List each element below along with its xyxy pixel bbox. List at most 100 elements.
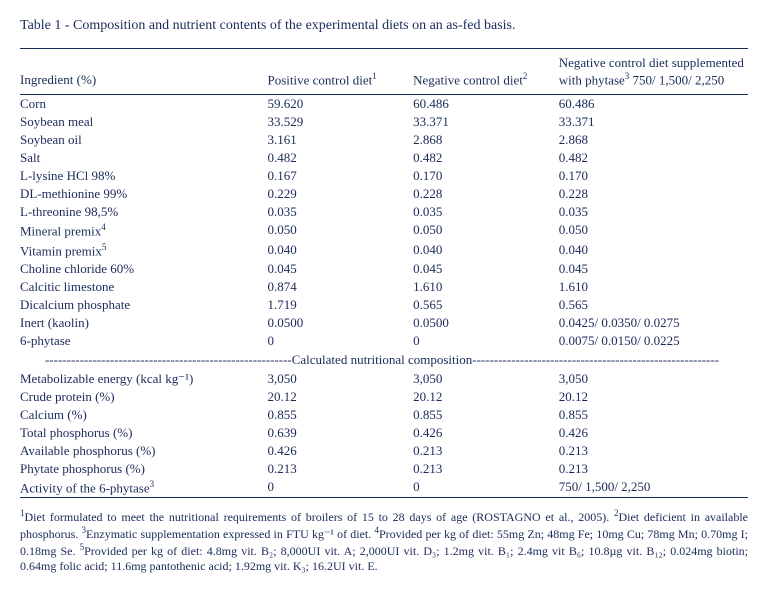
value-cell: 1.610 (559, 278, 748, 296)
table-row: Choline chloride 60%0.0450.0450.045 (20, 260, 748, 278)
ingredient-cell: L-threonine 98,5% (20, 203, 268, 221)
table-row: Activity of the 6-phytase300750/ 1,500/ … (20, 478, 748, 498)
value-cell: 0.213 (413, 460, 559, 478)
ingredient-cell: Calcium (%) (20, 406, 268, 424)
ingredient-cell: Inert (kaolin) (20, 314, 268, 332)
value-cell: 0.0500 (268, 314, 414, 332)
section-separator: ----------------------------------------… (20, 350, 748, 370)
ingredient-cell: Dicalcium phosphate (20, 296, 268, 314)
value-cell: 3.161 (268, 131, 414, 149)
value-cell: 0.035 (268, 203, 414, 221)
value-cell: 0.482 (268, 149, 414, 167)
value-cell: 0.040 (413, 241, 559, 260)
value-cell: 0.170 (559, 167, 748, 185)
value-cell: 0 (413, 332, 559, 350)
value-cell: 0.045 (413, 260, 559, 278)
header-row: Ingredient (%) Positive control diet1 Ne… (20, 49, 748, 95)
ingredient-cell: Soybean oil (20, 131, 268, 149)
table-row: Inert (kaolin)0.05000.05000.0425/ 0.0350… (20, 314, 748, 332)
ingredient-cell: Calcitic limestone (20, 278, 268, 296)
table-row: Phytate phosphorus (%)0.2130.2130.213 (20, 460, 748, 478)
value-cell: 3,050 (413, 370, 559, 388)
value-cell: 0.050 (268, 221, 414, 240)
table-row: Total phosphorus (%)0.6390.4260.426 (20, 424, 748, 442)
table-row: Soybean oil3.1612.8682.868 (20, 131, 748, 149)
ingredient-cell: Corn (20, 95, 268, 114)
table-row: Available phosphorus (%)0.4260.2130.213 (20, 442, 748, 460)
value-cell: 0.426 (268, 442, 414, 460)
table-body: Corn59.62060.48660.486Soybean meal33.529… (20, 95, 748, 498)
value-cell: 0.167 (268, 167, 414, 185)
value-cell: 3,050 (268, 370, 414, 388)
value-cell: 0.045 (559, 260, 748, 278)
value-cell: 0.482 (413, 149, 559, 167)
value-cell: 0.035 (413, 203, 559, 221)
table-row: Vitamin premix50.0400.0400.040 (20, 241, 748, 260)
value-cell: 33.529 (268, 113, 414, 131)
value-cell: 0.855 (413, 406, 559, 424)
value-cell: 0.035 (559, 203, 748, 221)
ingredient-cell: DL-methionine 99% (20, 185, 268, 203)
value-cell: 0 (413, 478, 559, 498)
value-cell: 0.228 (413, 185, 559, 203)
table-row: L-threonine 98,5%0.0350.0350.035 (20, 203, 748, 221)
value-cell: 0.565 (559, 296, 748, 314)
header-negative: Negative control diet2 (413, 49, 559, 95)
table-row: Salt0.4820.4820.482 (20, 149, 748, 167)
value-cell: 0.050 (559, 221, 748, 240)
value-cell: 0.050 (413, 221, 559, 240)
ingredient-cell: Crude protein (%) (20, 388, 268, 406)
value-cell: 0.170 (413, 167, 559, 185)
ingredient-cell: Mineral premix4 (20, 221, 268, 240)
table-row: Corn59.62060.48660.486 (20, 95, 748, 114)
value-cell: 0.213 (559, 442, 748, 460)
value-cell: 2.868 (559, 131, 748, 149)
value-cell: 0.0425/ 0.0350/ 0.0275 (559, 314, 748, 332)
value-cell: 0.855 (268, 406, 414, 424)
value-cell: 0.426 (413, 424, 559, 442)
value-cell: 1.719 (268, 296, 414, 314)
value-cell: 60.486 (559, 95, 748, 114)
table-row: Calcium (%)0.8550.8550.855 (20, 406, 748, 424)
ingredient-cell: Metabolizable energy (kcal kg⁻¹) (20, 370, 268, 388)
table-row: Metabolizable energy (kcal kg⁻¹)3,0503,0… (20, 370, 748, 388)
value-cell: 33.371 (413, 113, 559, 131)
header-supplemented: Negative control diet supplemented with … (559, 49, 748, 95)
value-cell: 0.874 (268, 278, 414, 296)
table-row: Mineral premix40.0500.0500.050 (20, 221, 748, 240)
value-cell: 20.12 (559, 388, 748, 406)
value-cell: 0.855 (559, 406, 748, 424)
value-cell: 1.610 (413, 278, 559, 296)
value-cell: 3,050 (559, 370, 748, 388)
value-cell: 0.045 (268, 260, 414, 278)
value-cell: 0.040 (559, 241, 748, 260)
table-row: Calcitic limestone0.8741.6101.610 (20, 278, 748, 296)
section-label: ----------------------------------------… (20, 350, 748, 370)
ingredient-cell: Total phosphorus (%) (20, 424, 268, 442)
ingredient-cell: Phytate phosphorus (%) (20, 460, 268, 478)
value-cell: 0.040 (268, 241, 414, 260)
value-cell: 0.213 (413, 442, 559, 460)
value-cell: 0.482 (559, 149, 748, 167)
value-cell: 0.0500 (413, 314, 559, 332)
table-row: Soybean meal33.52933.37133.371 (20, 113, 748, 131)
header-positive: Positive control diet1 (268, 49, 414, 95)
value-cell: 2.868 (413, 131, 559, 149)
value-cell: 750/ 1,500/ 2,250 (559, 478, 748, 498)
value-cell: 0.228 (559, 185, 748, 203)
ingredient-cell: L-lysine HCl 98% (20, 167, 268, 185)
value-cell: 0 (268, 332, 414, 350)
value-cell: 0.426 (559, 424, 748, 442)
table-row: L-lysine HCl 98%0.1670.1700.170 (20, 167, 748, 185)
value-cell: 0.639 (268, 424, 414, 442)
header-ingredient: Ingredient (%) (20, 49, 268, 95)
value-cell: 0.229 (268, 185, 414, 203)
value-cell: 59.620 (268, 95, 414, 114)
value-cell: 20.12 (268, 388, 414, 406)
ingredient-cell: Salt (20, 149, 268, 167)
value-cell: 0 (268, 478, 414, 498)
composition-table: Ingredient (%) Positive control diet1 Ne… (20, 48, 748, 498)
table-row: Crude protein (%)20.1220.1220.12 (20, 388, 748, 406)
value-cell: 0.565 (413, 296, 559, 314)
value-cell: 60.486 (413, 95, 559, 114)
